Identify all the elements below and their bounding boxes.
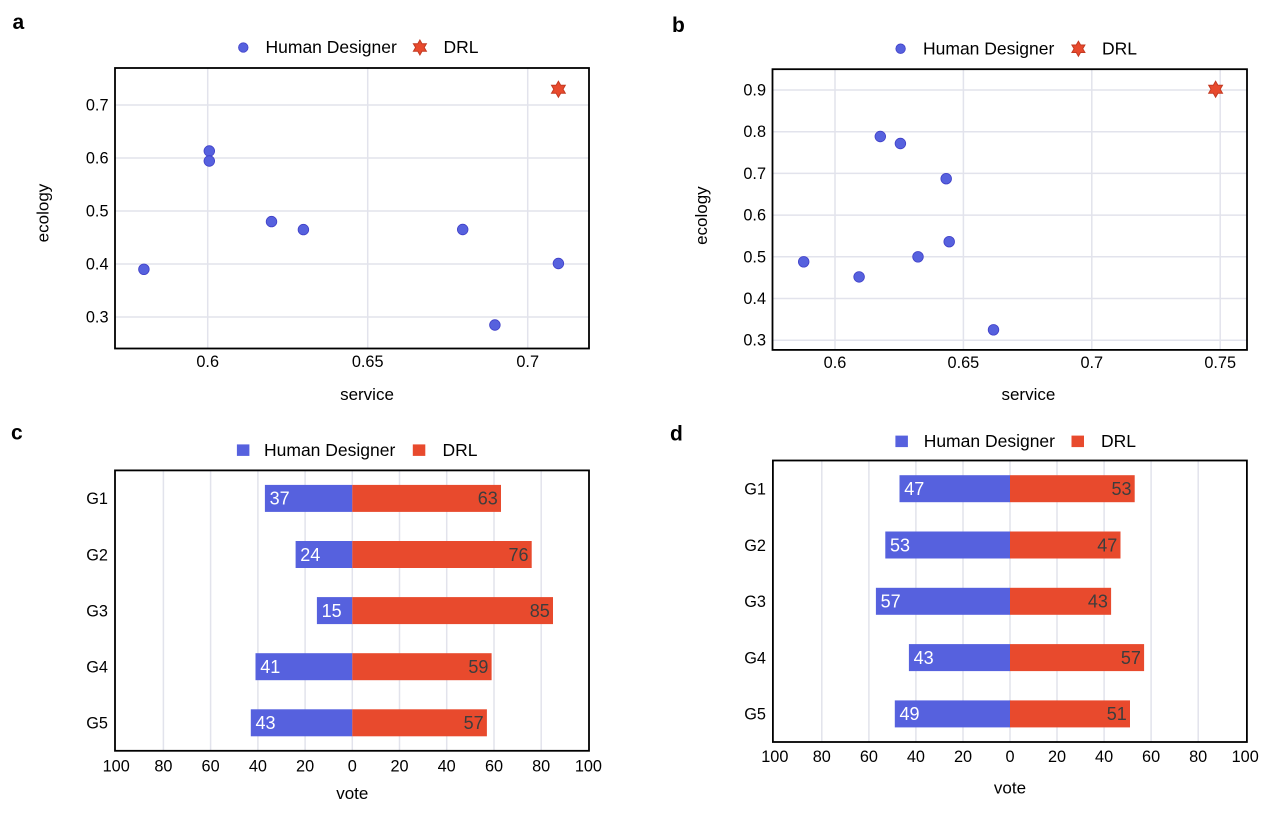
- svg-text:40: 40: [1095, 748, 1113, 766]
- svg-text:Human Designer: Human Designer: [924, 431, 1055, 451]
- svg-text:20: 20: [954, 748, 972, 766]
- svg-text:40: 40: [438, 758, 456, 776]
- svg-text:0.6: 0.6: [824, 354, 847, 372]
- svg-text:43: 43: [256, 713, 276, 733]
- svg-text:40: 40: [249, 758, 267, 776]
- svg-text:G4: G4: [744, 649, 766, 667]
- svg-text:G3: G3: [86, 602, 108, 620]
- svg-text:60: 60: [202, 758, 220, 776]
- svg-text:0.9: 0.9: [743, 82, 766, 100]
- svg-text:0.5: 0.5: [86, 203, 109, 221]
- svg-text:15: 15: [322, 601, 342, 621]
- svg-text:0.4: 0.4: [743, 290, 766, 308]
- svg-text:0.5: 0.5: [743, 248, 766, 266]
- svg-text:37: 37: [270, 489, 290, 509]
- svg-text:Human Designer: Human Designer: [923, 38, 1054, 58]
- svg-text:ecology: ecology: [34, 183, 53, 242]
- svg-text:vote: vote: [336, 784, 368, 803]
- svg-text:80: 80: [1189, 748, 1207, 766]
- svg-text:43: 43: [1088, 592, 1108, 612]
- svg-text:20: 20: [296, 758, 314, 776]
- svg-text:20: 20: [1048, 748, 1066, 766]
- svg-text:service: service: [1001, 385, 1055, 404]
- svg-text:0: 0: [1005, 748, 1014, 766]
- svg-text:d: d: [670, 423, 683, 446]
- svg-text:60: 60: [1142, 748, 1160, 766]
- svg-text:51: 51: [1107, 704, 1127, 724]
- svg-text:57: 57: [464, 713, 484, 733]
- svg-text:41: 41: [260, 657, 280, 677]
- svg-text:DRL: DRL: [1102, 38, 1137, 58]
- svg-text:G1: G1: [744, 481, 766, 499]
- svg-text:service: service: [340, 385, 394, 404]
- svg-text:100: 100: [1232, 748, 1259, 766]
- svg-text:20: 20: [390, 758, 408, 776]
- svg-text:0.7: 0.7: [86, 97, 109, 115]
- svg-text:0.6: 0.6: [196, 353, 219, 371]
- svg-text:76: 76: [508, 545, 528, 565]
- svg-text:53: 53: [890, 535, 910, 555]
- svg-text:ecology: ecology: [692, 186, 711, 245]
- svg-text:0.8: 0.8: [743, 123, 766, 141]
- svg-text:vote: vote: [994, 779, 1026, 798]
- svg-text:Human Designer: Human Designer: [264, 440, 395, 460]
- svg-text:G5: G5: [86, 715, 108, 733]
- svg-text:G2: G2: [744, 537, 766, 555]
- svg-text:0.3: 0.3: [86, 309, 109, 327]
- svg-text:0.6: 0.6: [86, 150, 109, 168]
- svg-text:G4: G4: [86, 659, 108, 677]
- svg-text:80: 80: [154, 758, 172, 776]
- svg-text:100: 100: [761, 748, 788, 766]
- svg-text:85: 85: [530, 601, 550, 621]
- svg-text:0.65: 0.65: [948, 354, 980, 372]
- svg-text:80: 80: [532, 758, 550, 776]
- svg-text:43: 43: [914, 648, 934, 668]
- svg-text:100: 100: [575, 758, 602, 776]
- svg-text:24: 24: [300, 545, 320, 565]
- svg-text:60: 60: [485, 758, 503, 776]
- svg-text:0.7: 0.7: [1080, 354, 1103, 372]
- svg-text:Human Designer: Human Designer: [266, 37, 397, 57]
- svg-text:0.3: 0.3: [743, 332, 766, 350]
- svg-text:0.75: 0.75: [1204, 354, 1236, 372]
- svg-text:G5: G5: [744, 706, 766, 724]
- svg-text:57: 57: [881, 592, 901, 612]
- svg-text:53: 53: [1111, 479, 1131, 499]
- svg-text:0.7: 0.7: [743, 165, 766, 183]
- svg-text:47: 47: [904, 479, 924, 499]
- svg-text:57: 57: [1121, 648, 1141, 668]
- svg-text:0.65: 0.65: [352, 353, 384, 371]
- svg-text:80: 80: [813, 748, 831, 766]
- svg-text:40: 40: [907, 748, 925, 766]
- svg-text:0.4: 0.4: [86, 256, 109, 274]
- svg-text:G1: G1: [86, 490, 108, 508]
- svg-text:59: 59: [468, 657, 488, 677]
- svg-text:0.6: 0.6: [743, 207, 766, 225]
- svg-text:G2: G2: [86, 546, 108, 564]
- svg-text:47: 47: [1097, 535, 1117, 555]
- svg-text:b: b: [672, 14, 685, 37]
- svg-text:49: 49: [900, 704, 920, 724]
- svg-text:60: 60: [860, 748, 878, 766]
- svg-text:DRL: DRL: [443, 440, 478, 460]
- svg-text:100: 100: [103, 758, 130, 776]
- svg-text:63: 63: [478, 489, 498, 509]
- svg-text:G3: G3: [744, 593, 766, 611]
- svg-text:DRL: DRL: [1101, 431, 1136, 451]
- svg-text:0: 0: [348, 758, 357, 776]
- svg-text:a: a: [13, 11, 25, 34]
- svg-text:DRL: DRL: [444, 37, 479, 57]
- svg-text:0.7: 0.7: [516, 353, 539, 371]
- svg-text:c: c: [11, 422, 23, 445]
